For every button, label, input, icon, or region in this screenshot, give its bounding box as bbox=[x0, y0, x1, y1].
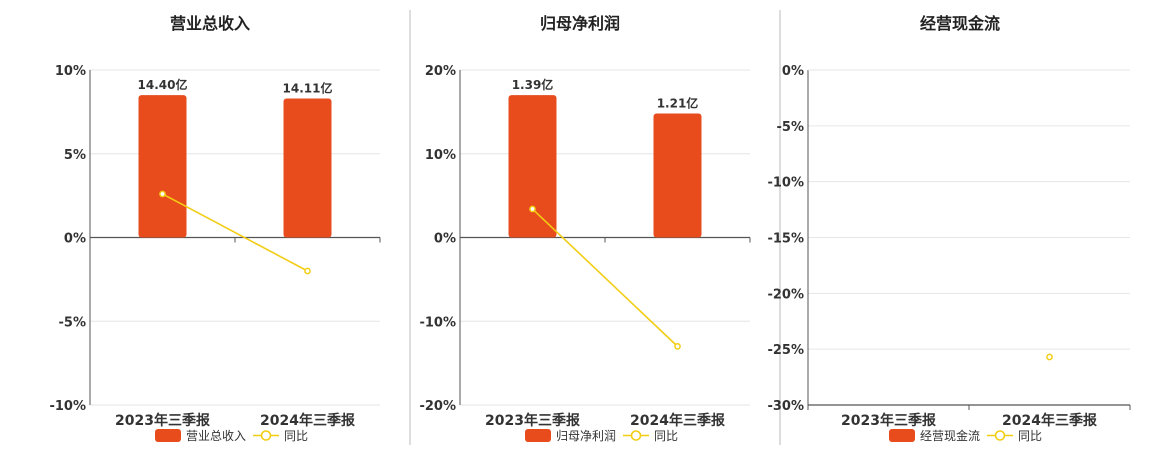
y-tick-label: -20% bbox=[767, 287, 804, 302]
yoy-line bbox=[162, 193, 308, 272]
chart-panel-1: 营业总收入 -10% -5% 0% 5% 10% 14.40亿 14.11亿 2023年三季报 2… bbox=[49, 14, 381, 443]
y-tick-label: 20% bbox=[425, 64, 456, 79]
bar bbox=[508, 95, 557, 238]
bar bbox=[138, 95, 187, 238]
legend-line-label: 同比 bbox=[284, 429, 308, 443]
chart-panel-3: 经营现金流 -30% -25% -20% -15% -10% -5% 0% 2023年三季报 20… bbox=[767, 14, 1131, 443]
y-tick-label: -25% bbox=[767, 343, 804, 358]
bar-data-label: 1.21亿 bbox=[657, 96, 699, 111]
legend-line-label: 同比 bbox=[654, 429, 678, 443]
y-tick-label: -30% bbox=[767, 399, 804, 414]
legend-bar-label: 归母净利润 bbox=[556, 429, 616, 443]
legend: 营业总收入 同比 bbox=[155, 429, 308, 443]
legend-line-marker bbox=[994, 430, 1006, 441]
y-tick-label: 10% bbox=[425, 148, 456, 163]
yoy-line bbox=[531, 208, 679, 347]
y-tick-label: 0% bbox=[64, 232, 86, 247]
y-tick-label: 10% bbox=[55, 64, 86, 79]
yoy-point bbox=[529, 205, 536, 213]
legend-bar-label: 经营现金流 bbox=[920, 428, 980, 443]
legend-line-label: 同比 bbox=[1018, 429, 1042, 443]
y-tick-label: -15% bbox=[767, 232, 804, 247]
chart-title: 归母净利润 bbox=[540, 14, 620, 33]
yoy-point bbox=[1046, 353, 1053, 361]
y-tick-label: -5% bbox=[777, 120, 804, 135]
bar bbox=[653, 113, 702, 238]
y-tick-label: -10% bbox=[767, 176, 804, 191]
y-tick-label: 5% bbox=[64, 148, 86, 163]
chart-title: 营业总收入 bbox=[170, 14, 250, 33]
x-category-label: 2024年三季报 bbox=[260, 412, 355, 429]
bar-data-label: 14.11亿 bbox=[283, 80, 333, 95]
y-tick-label: -10% bbox=[49, 399, 86, 414]
y-tick-label: -5% bbox=[59, 315, 86, 330]
x-category-label: 2024年三季报 bbox=[1002, 412, 1097, 429]
legend: 经营现金流 同比 bbox=[889, 428, 1042, 443]
y-tick-label: -10% bbox=[419, 315, 456, 330]
x-category-label: 2023年三季报 bbox=[485, 412, 580, 429]
y-tick-label: 0% bbox=[434, 232, 456, 247]
legend-bar-label: 营业总收入 bbox=[186, 429, 246, 443]
x-category-label: 2023年三季报 bbox=[115, 412, 210, 429]
yoy-point bbox=[159, 190, 166, 198]
bar-data-label: 14.40亿 bbox=[138, 77, 188, 92]
bar-data-label: 1.39亿 bbox=[512, 77, 554, 92]
chart-panel-2: 归母净利润 -20% -10% 0% 10% 20% 1.39亿 1.21亿 2023年三季报 2… bbox=[419, 14, 751, 443]
yoy-point bbox=[304, 267, 311, 275]
x-category-label: 2023年三季报 bbox=[841, 412, 936, 429]
x-category-label: 2024年三季报 bbox=[630, 412, 725, 429]
legend-bar-swatch bbox=[525, 429, 551, 442]
legend-bar-swatch bbox=[155, 429, 181, 442]
yoy-point bbox=[674, 343, 681, 350]
legend-line-marker bbox=[630, 430, 642, 441]
legend-bar-swatch bbox=[889, 429, 915, 442]
legend: 归母净利润 同比 bbox=[525, 429, 678, 443]
y-tick-label: -20% bbox=[419, 399, 456, 414]
bar bbox=[283, 98, 332, 238]
y-tick-label: 0% bbox=[782, 64, 804, 79]
legend-line-marker bbox=[260, 430, 272, 441]
chart-title: 经营现金流 bbox=[920, 14, 1000, 33]
